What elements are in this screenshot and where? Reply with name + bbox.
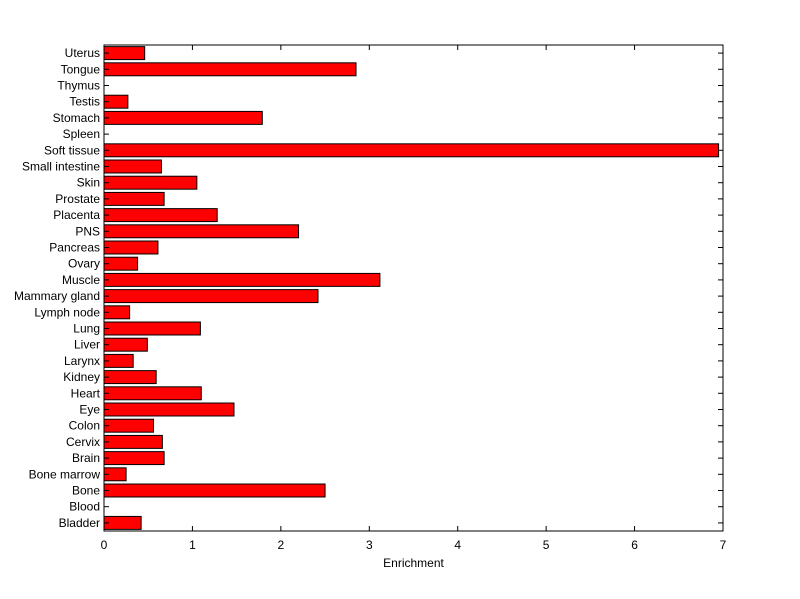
y-tick-label: Kidney (63, 370, 100, 384)
y-tick-label: Pancreas (49, 241, 100, 255)
y-tick-label: Placenta (53, 208, 100, 222)
plot-frame (103, 44, 724, 532)
bar-pancreas (103, 240, 159, 255)
y-tick-label: Bone (72, 484, 100, 498)
x-tick-label: 2 (278, 538, 285, 552)
x-tick-label: 3 (366, 538, 373, 552)
y-tick-label: Stomach (53, 111, 100, 125)
bar-skin (103, 175, 198, 190)
y-tick-label: Colon (69, 419, 100, 433)
bar-small-intestine (103, 159, 162, 174)
bar-stomach (103, 110, 263, 125)
y-tick-label: Uterus (65, 46, 100, 60)
y-tick-label: Blood (69, 500, 100, 514)
x-tick-label: 6 (631, 538, 638, 552)
y-tick-label: Small intestine (22, 160, 100, 174)
y-tick-label: Thymus (57, 79, 100, 93)
y-tick-label: Cervix (66, 435, 100, 449)
bar-tongue (103, 62, 357, 77)
y-tick-label: Spleen (63, 127, 100, 141)
bar-cervix (103, 434, 163, 449)
y-tick-label: Lung (73, 322, 100, 336)
y-tick-label: Lymph node (34, 305, 100, 319)
y-tick-label: Prostate (55, 192, 100, 206)
x-tick-label: 0 (101, 538, 108, 552)
y-tick-label: Soft tissue (44, 143, 100, 157)
y-tick-label: Heart (71, 386, 101, 400)
bar-bladder (103, 515, 142, 530)
bar-eye (103, 402, 235, 417)
y-tick-label: Testis (69, 95, 100, 109)
x-tick-label: 7 (720, 538, 727, 552)
bar-ovary (103, 256, 139, 271)
y-tick-label: Tongue (61, 62, 101, 76)
bar-placenta (103, 208, 218, 223)
y-tick-label: Liver (74, 338, 100, 352)
y-tick-label: Muscle (62, 273, 100, 287)
bar-bone (103, 483, 326, 498)
bar-liver (103, 337, 148, 352)
y-tick-label: PNS (75, 224, 100, 238)
bar-brain (103, 451, 165, 466)
y-tick-label: Skin (77, 176, 100, 190)
bar-colon (103, 418, 155, 433)
y-tick-label: Brain (72, 451, 100, 465)
y-tick-label: Mammary gland (14, 289, 100, 303)
y-tick-label: Ovary (68, 257, 100, 271)
y-tick-label: Bone marrow (29, 467, 101, 481)
bar-heart (103, 386, 202, 401)
x-tick-label: 4 (454, 538, 461, 552)
x-tick-label: 1 (189, 538, 196, 552)
bar-soft-tissue (103, 143, 720, 158)
bar-kidney (103, 370, 157, 385)
x-axis-label: Enrichment (383, 556, 444, 570)
plot-area (104, 45, 723, 531)
bar-lung (103, 321, 201, 336)
bar-uterus (103, 46, 146, 61)
bar-pns (103, 224, 300, 239)
y-tick-label: Eye (79, 403, 100, 417)
bar-mammary-gland (103, 289, 319, 304)
y-tick-label: Bladder (59, 516, 100, 530)
ticks: Bladder Blood Bone Bone marrow Brain Cervix Co… (14, 45, 727, 552)
bar-muscle (103, 272, 381, 287)
y-tick-label: Larynx (64, 354, 100, 368)
bar-prostate (103, 191, 165, 206)
x-tick-label: 5 (543, 538, 550, 552)
